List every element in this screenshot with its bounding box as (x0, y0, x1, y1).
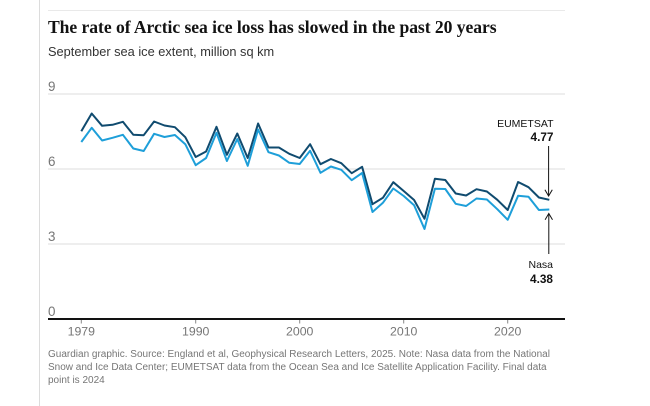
svg-text:3: 3 (48, 229, 55, 244)
svg-text:2020: 2020 (494, 324, 522, 338)
svg-text:2010: 2010 (390, 324, 418, 338)
svg-text:9: 9 (48, 79, 55, 94)
svg-text:1990: 1990 (182, 324, 210, 338)
svg-text:4.38: 4.38 (530, 272, 553, 286)
svg-text:EUMETSAT: EUMETSAT (497, 118, 554, 130)
svg-text:Nasa: Nasa (528, 259, 553, 271)
svg-text:1979: 1979 (68, 324, 96, 338)
svg-text:6: 6 (48, 154, 55, 169)
svg-text:4.77: 4.77 (531, 130, 554, 144)
svg-text:0: 0 (48, 304, 55, 319)
svg-text:2000: 2000 (286, 324, 314, 338)
